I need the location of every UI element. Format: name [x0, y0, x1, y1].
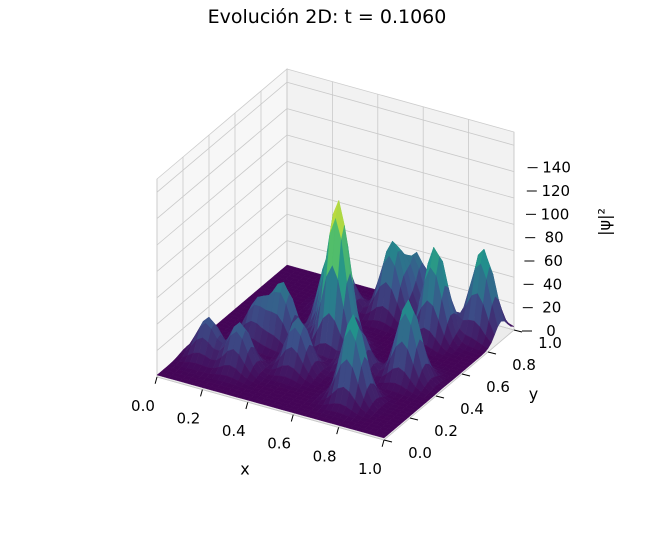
z-tick-label: 120 — [541, 182, 570, 200]
y-tick-label: 1.0 — [538, 334, 562, 352]
y-tick-mark — [383, 439, 393, 443]
y-tick-label: 0.6 — [486, 378, 510, 396]
x-tick-label: 1.0 — [358, 460, 382, 478]
grid-line — [286, 108, 515, 172]
x-tick-mark — [290, 414, 294, 422]
y-tick-mark — [487, 351, 497, 355]
axes-ticks: 0.00.20.40.60.81.0x0.00.20.40.60.81.0y02… — [131, 159, 614, 479]
z-tick-label: 40 — [543, 275, 562, 293]
y-tick-mark — [461, 373, 471, 377]
y-tick-label: 0.2 — [434, 422, 458, 440]
grid-line — [156, 161, 288, 272]
x-tick-label: 0.6 — [267, 435, 291, 453]
surface-mesh — [156, 199, 515, 439]
grid-line — [383, 329, 515, 441]
x-tick-mark — [336, 427, 340, 435]
z-tick-label: 80 — [545, 229, 564, 247]
z-tick-label: 60 — [544, 252, 563, 270]
x-tick-mark — [200, 389, 203, 397]
grid-line — [156, 240, 288, 351]
x-tick-label: 0.4 — [222, 422, 246, 440]
y-tick-label: 0.0 — [408, 444, 432, 462]
z-tick-label: 140 — [542, 159, 571, 177]
grid-line — [156, 108, 288, 219]
z-tick-label: 0 — [546, 322, 556, 340]
grid-line — [156, 213, 288, 325]
grid-line — [286, 187, 515, 252]
z-tick-label: 20 — [542, 299, 561, 317]
chart-title: Evolución 2D: t = 0.1060 — [207, 6, 447, 28]
grid-line — [156, 376, 385, 441]
y-tick-mark — [435, 395, 445, 399]
y-tick-label: 0.4 — [460, 400, 484, 418]
x-tick-mark — [245, 402, 249, 410]
grid-line — [156, 187, 288, 299]
x-tick-mark — [381, 439, 385, 447]
grid-line — [286, 161, 515, 225]
grid-line — [286, 134, 515, 199]
z-tick-label: 100 — [541, 205, 570, 223]
y-tick-mark — [513, 329, 523, 333]
y-axis-label: y — [529, 385, 538, 404]
grid-line — [156, 81, 288, 193]
x-axis-label: x — [240, 459, 249, 478]
grid-line — [156, 134, 288, 246]
x-tick-label: 0.8 — [313, 447, 337, 465]
x-tick-label: 0.0 — [131, 397, 155, 415]
y-tick-mark — [409, 417, 419, 421]
z-axis-label: |ψ|² — [595, 208, 614, 236]
surface-facet — [377, 433, 388, 439]
x-tick-mark — [154, 376, 158, 384]
y-tick-label: 0.8 — [512, 356, 536, 374]
grid-line — [286, 81, 515, 146]
x-tick-label: 0.2 — [176, 410, 200, 428]
